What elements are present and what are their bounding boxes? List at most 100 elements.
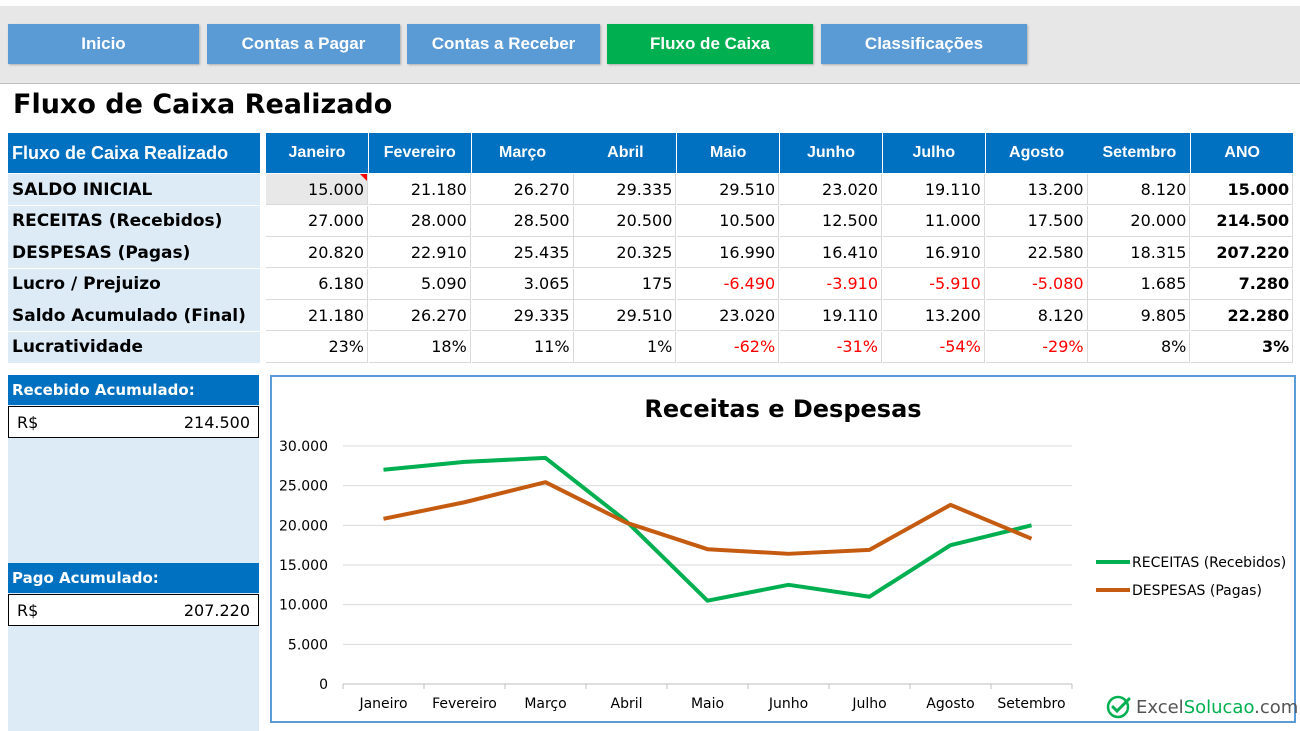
nav-button-inicio[interactable]: Inicio [8, 24, 199, 64]
row-label: Lucro / Prejuizo [8, 268, 260, 300]
brand-accent: Solucao [1183, 696, 1255, 718]
table-cell[interactable]: 207.220 [1191, 237, 1294, 268]
table-cell[interactable]: 9.805 [1088, 300, 1191, 331]
table-cell[interactable]: 21.180 [266, 300, 368, 331]
table-cell[interactable]: 26.270 [471, 174, 574, 205]
table-cell[interactable]: 17.500 [985, 205, 1088, 237]
table-cell[interactable]: 23.020 [780, 174, 882, 205]
table-cell[interactable]: -29% [985, 331, 1088, 363]
row-label: RECEITAS (Recebidos) [8, 205, 260, 237]
table-cell[interactable]: 18.315 [1088, 237, 1191, 268]
table-cell[interactable]: 23.020 [677, 300, 780, 331]
table-cell[interactable]: 11% [471, 331, 574, 363]
table-cell[interactable]: 8% [1088, 331, 1191, 363]
table-cell[interactable]: 6.180 [266, 268, 368, 300]
table-cell[interactable]: 20.325 [574, 237, 677, 268]
y-tick-label: 0 [319, 677, 328, 693]
y-tick-label: 10.000 [279, 598, 328, 614]
table-cell[interactable]: 22.910 [368, 237, 471, 268]
table-cell[interactable]: -54% [882, 331, 985, 363]
table-cell[interactable]: 12.500 [780, 205, 882, 237]
table-cell[interactable]: 8.120 [985, 300, 1088, 331]
column-header: Agosto [985, 133, 1088, 173]
column-header: Março [471, 133, 574, 173]
table-cell[interactable]: 28.000 [368, 205, 471, 237]
table-cell[interactable]: -62% [677, 331, 780, 363]
table-cell[interactable]: 19.110 [780, 300, 882, 331]
paid-total-value: 207.220 [183, 600, 250, 620]
table-cell[interactable]: 27.000 [266, 205, 368, 237]
table-cell[interactable]: 20.500 [574, 205, 677, 237]
table-cell[interactable]: 13.200 [985, 174, 1088, 205]
table-cell[interactable]: -31% [780, 331, 882, 363]
table-cell[interactable]: -6.490 [677, 268, 780, 300]
nav-button-fluxo-de-caixa[interactable]: Fluxo de Caixa [607, 24, 813, 64]
table-cell[interactable]: 1.685 [1088, 268, 1191, 300]
table-cell[interactable]: 29.335 [574, 174, 677, 205]
table-cell[interactable]: 10.500 [677, 205, 780, 237]
series-line-despesas [383, 480, 1033, 556]
table-cell[interactable]: 20.820 [266, 237, 368, 268]
nav-button-contas-a-receber[interactable]: Contas a Receber [407, 24, 600, 64]
table-cell[interactable]: 25.435 [471, 237, 574, 268]
received-total-box[interactable]: R$ 214.500 [8, 406, 259, 438]
table-cell[interactable]: 28.500 [471, 205, 574, 237]
row-label: Saldo Acumulado (Final) [8, 300, 260, 331]
table-cell[interactable]: 29.335 [471, 300, 574, 331]
column-header: Junho [780, 133, 882, 173]
x-tick-label: Janeiro [358, 696, 407, 712]
brand-prefix: Excel [1136, 696, 1184, 718]
y-tick-label: 25.000 [279, 479, 328, 495]
table-cell[interactable]: 8.120 [1088, 174, 1191, 205]
table-cell[interactable]: 22.580 [985, 237, 1088, 268]
check-badge-icon [1106, 695, 1131, 719]
column-header: Abril [574, 133, 677, 173]
row-label: Lucratividade [8, 331, 260, 363]
table-cell[interactable]: 15.000 [266, 174, 368, 205]
row-label: DESPESAS (Pagas) [8, 237, 260, 268]
table-cell[interactable]: 16.910 [882, 237, 985, 268]
table-cell[interactable]: 5.090 [368, 268, 471, 300]
nav-button-classificacoes[interactable]: Classificações [821, 24, 1027, 64]
table-cell[interactable]: 11.000 [882, 205, 985, 237]
table-cell[interactable]: 16.410 [780, 237, 882, 268]
table-cell[interactable]: 19.110 [882, 174, 985, 205]
table-cell[interactable]: 214.500 [1191, 205, 1294, 237]
table-cell[interactable]: 1% [574, 331, 677, 363]
page-title: Fluxo de Caixa Realizado [13, 89, 393, 120]
x-tick-label: Setembro [997, 696, 1065, 712]
revenue-expense-chart[interactable]: Receitas e Despesas 0 5.000 10.000 15.000 20.… [270, 375, 1296, 723]
table-cell[interactable]: 21.180 [368, 174, 471, 205]
table-cell[interactable]: 18% [368, 331, 471, 363]
row-label: SALDO INICIAL [8, 174, 260, 205]
table-cell[interactable]: -5.080 [985, 268, 1088, 300]
table-cell[interactable]: -3.910 [780, 268, 882, 300]
table-cell[interactable]: 3.065 [471, 268, 574, 300]
table-cell[interactable]: 7.280 [1191, 268, 1294, 300]
chart-title: Receitas e Despesas [644, 395, 921, 423]
table-cell[interactable]: 16.990 [677, 237, 780, 268]
table-cell[interactable]: 175 [574, 268, 677, 300]
table-cell[interactable]: 29.510 [677, 174, 780, 205]
received-total-header: Recebido Acumulado: [8, 375, 259, 405]
y-tick-label: 30.000 [279, 439, 328, 455]
nav-button-contas-a-pagar[interactable]: Contas a Pagar [207, 24, 400, 64]
paid-total-header: Pago Acumulado: [8, 563, 259, 593]
table-cell[interactable]: 15.000 [1191, 174, 1294, 205]
x-tick-label: Abril [611, 696, 643, 712]
table-corner-label: Fluxo de Caixa Realizado [8, 133, 260, 173]
paid-total-box[interactable]: R$ 207.220 [8, 594, 259, 626]
y-tick-label: 15.000 [279, 558, 328, 574]
table-cell[interactable]: -5.910 [882, 268, 985, 300]
table-cell[interactable]: 3% [1191, 331, 1294, 363]
table-cell[interactable]: 13.200 [882, 300, 985, 331]
table-cell[interactable]: 29.510 [574, 300, 677, 331]
table-cell[interactable]: 22.280 [1191, 300, 1294, 331]
table-cell[interactable]: 23% [266, 331, 368, 363]
x-tick-label: Junho [768, 696, 808, 712]
x-tick-label: Agosto [926, 696, 974, 712]
legend-label: DESPESAS (Pagas) [1132, 583, 1262, 599]
table-cell[interactable]: 20.000 [1088, 205, 1191, 237]
top-nav-bar: Inicio Contas a Pagar Contas a Receber F… [0, 6, 1300, 84]
table-cell[interactable]: 26.270 [368, 300, 471, 331]
